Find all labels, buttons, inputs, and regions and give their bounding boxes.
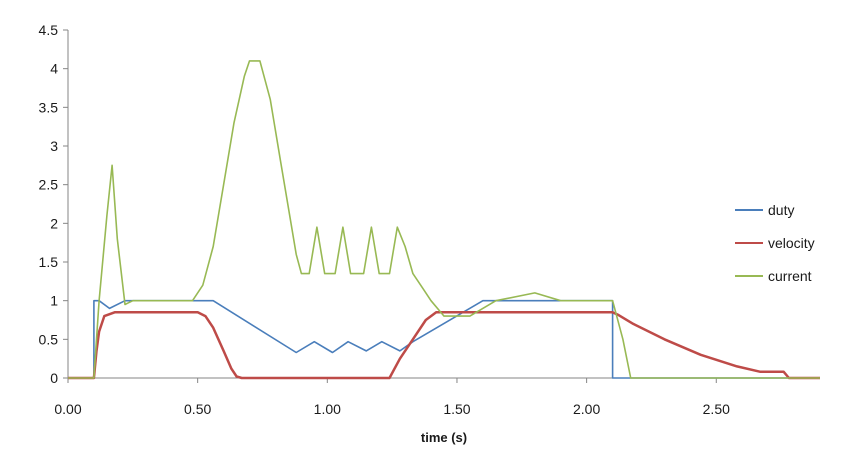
y-tick-label: 1: [50, 293, 58, 309]
x-tick-label: 0.00: [54, 401, 81, 417]
x-tick-label: 0.50: [184, 401, 211, 417]
x-tick-label: 2.50: [703, 401, 730, 417]
legend-label-velocity: velocity: [768, 235, 815, 251]
y-tick-label: 0.5: [39, 331, 59, 347]
y-tick-label: 1.5: [39, 254, 59, 270]
x-tick-label: 2.00: [573, 401, 600, 417]
x-tick-label: 1.00: [314, 401, 341, 417]
x-axis: 0.00 0.50 1.00 1.50 2.00 2.50: [54, 377, 820, 417]
y-tick-label: 3: [50, 138, 58, 154]
y-tick-label: 2: [50, 215, 58, 231]
y-tick-label: 0: [50, 370, 58, 386]
legend: duty velocity current: [735, 202, 815, 284]
legend-label-current: current: [768, 268, 812, 284]
y-axis: 0 0.5 1 1.5 2 2.5 3 3.5 4 4.5: [39, 22, 69, 386]
series-line-current: [68, 60, 820, 379]
y-tick-label: 3.5: [39, 99, 59, 115]
series-layer: [68, 60, 820, 380]
series-line-velocity: [68, 311, 820, 380]
x-tick-label: 1.50: [443, 401, 470, 417]
y-tick-label: 2.5: [39, 177, 59, 193]
legend-label-duty: duty: [768, 202, 794, 218]
x-axis-title: time (s): [421, 430, 467, 445]
y-tick-label: 4.5: [39, 22, 59, 38]
y-tick-label: 4: [50, 61, 58, 77]
